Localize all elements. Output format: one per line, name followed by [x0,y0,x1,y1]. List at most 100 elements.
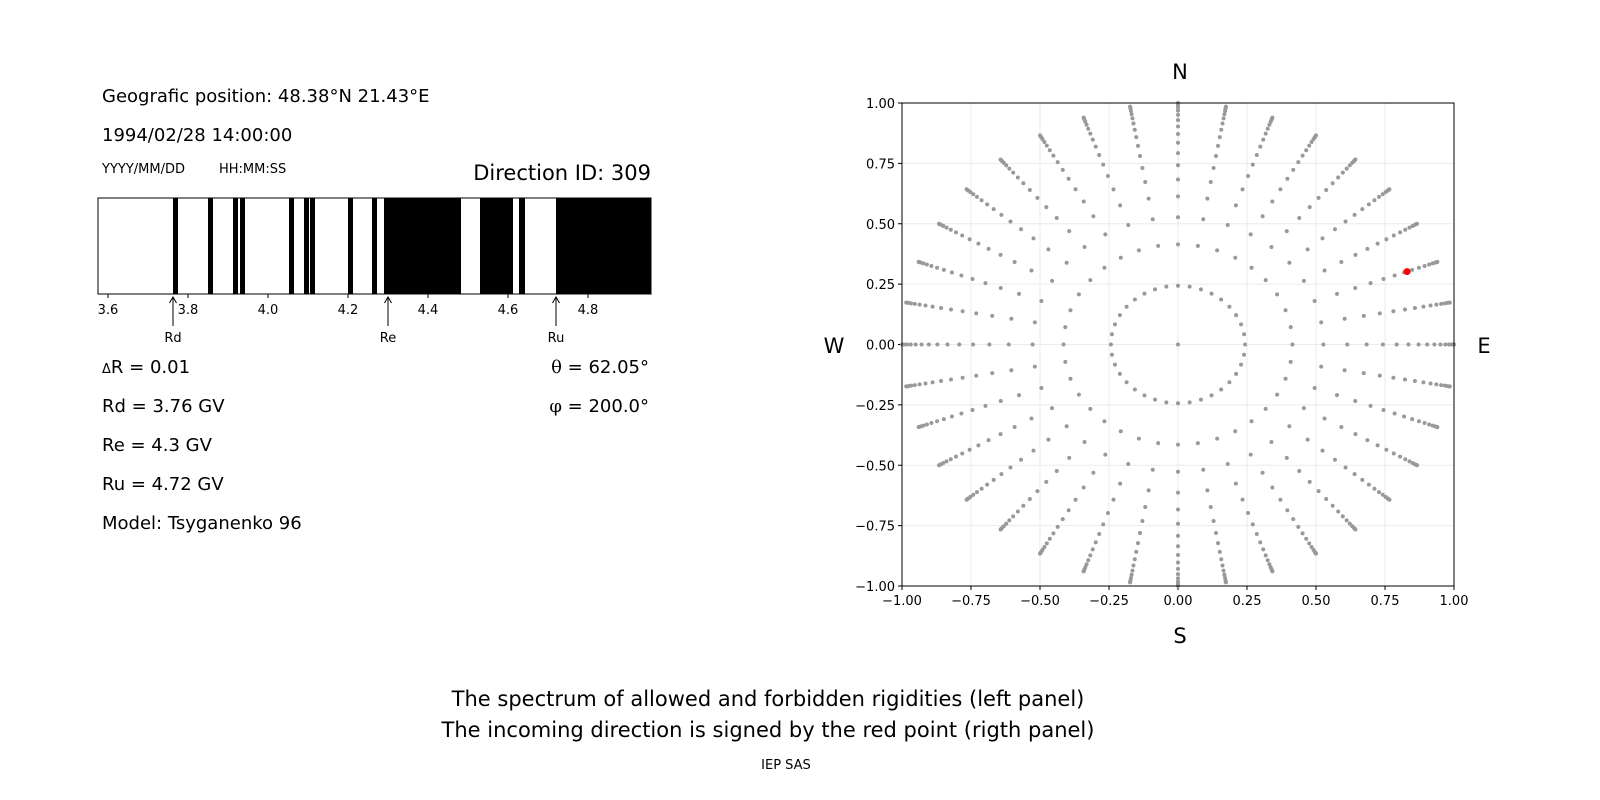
forbidden-band [480,198,513,294]
direction-point [1403,307,1408,312]
direction-point [1047,536,1052,541]
direction-point [960,233,965,238]
direction-point [1368,281,1373,286]
direction-point [1091,470,1096,475]
plot-frame [901,102,1455,587]
direction-point [1086,558,1091,563]
direction-point [1088,278,1093,283]
direction-point [1128,104,1133,109]
y-tick-label: 1.00 [866,97,895,112]
direction-point [1032,364,1037,369]
direction-point [1269,439,1274,444]
direction-point [1336,175,1341,180]
direction-point [1081,485,1086,490]
direction-point [998,527,1003,532]
direction-point [1046,247,1051,252]
direction-point [1146,196,1151,201]
direction-point [912,301,917,306]
direction-point [1258,144,1263,149]
direction-point [1108,342,1113,347]
direction-point [1265,558,1270,563]
direction-point [941,417,946,422]
direction-point [1012,425,1017,430]
direction-point [986,246,991,251]
direction-point [1319,320,1324,325]
direction-point [967,447,972,452]
direction-point [936,221,941,226]
x-tick-label: 0.50 [1302,594,1331,609]
direction-point [1392,411,1397,416]
direction-point [1416,265,1421,270]
direction-point [1176,140,1180,145]
direction-point [1368,403,1373,408]
y-tick-label: −1.00 [855,580,895,595]
direction-point [1215,436,1220,441]
arrow-head-icon [169,296,177,304]
direction-point [944,459,949,464]
direction-point [1391,375,1396,380]
direction-point [1227,380,1232,385]
direction-point [1134,549,1139,554]
direction-point [1030,342,1035,347]
direction-point [974,490,979,495]
x-tick-label: 3.6 [98,303,119,318]
direction-point [1111,497,1116,502]
direction-point [1261,547,1266,552]
direction-point [1330,181,1335,186]
direction-point [1176,566,1180,571]
direction-point [1410,267,1415,272]
model-name: Model: Tsyganenko 96 [102,513,302,534]
direction-point [1365,438,1370,443]
direction-point [1039,386,1044,391]
direction-point [916,259,921,264]
direction-point [1307,205,1312,210]
direction-point [1375,443,1380,448]
direction-point [935,419,940,424]
direction-point [1343,219,1348,224]
direction-point [1066,176,1071,181]
direction-point [1246,510,1251,515]
direction-point [1032,320,1037,325]
direction-point [1403,377,1408,382]
direction-point [1091,214,1096,219]
direction-point [979,198,984,203]
direction-point [1209,291,1214,296]
direction-point [1343,465,1348,470]
direction-point [1324,497,1329,502]
direction-point [1088,553,1093,558]
x-tick-label: 4.0 [258,303,279,318]
direction-point [1300,153,1305,158]
direction-point [1377,311,1382,316]
rigidity-spectrum: 3.6 3.8 4.0 4.2 4.4 4.6 4.8 Rd Re Ru [97,197,652,346]
direction-point [1129,572,1134,577]
direction-point [1055,524,1060,529]
direction-point [924,422,929,427]
direction-point [960,309,965,314]
direction-point [1047,148,1052,153]
direction-point [1353,286,1358,291]
forbidden-band [289,198,294,294]
direction-point [1130,568,1135,573]
y-tick-label: −0.75 [855,520,895,535]
direction-point [1211,165,1216,170]
direction-point [1076,392,1081,397]
direction-point [1215,248,1220,253]
direction-point [1044,541,1049,546]
direction-point [1135,541,1140,546]
direction-point [1081,115,1086,120]
direction-point [1377,373,1382,378]
direction-point [1353,432,1358,437]
rd-value: Rd = 3.76 GV [102,396,225,417]
direction-point [1004,521,1009,526]
direction-point [1176,560,1180,565]
arrow-head-icon [384,296,392,304]
direction-point [1219,297,1224,302]
direction-point [1410,417,1415,422]
direction-point [1195,243,1200,248]
direction-point [971,192,976,197]
direction-point [1345,342,1350,347]
direction-point [1105,174,1110,179]
direction-point [1090,137,1095,142]
direction-point [1353,527,1358,532]
phi-symbol: φ [549,396,562,417]
